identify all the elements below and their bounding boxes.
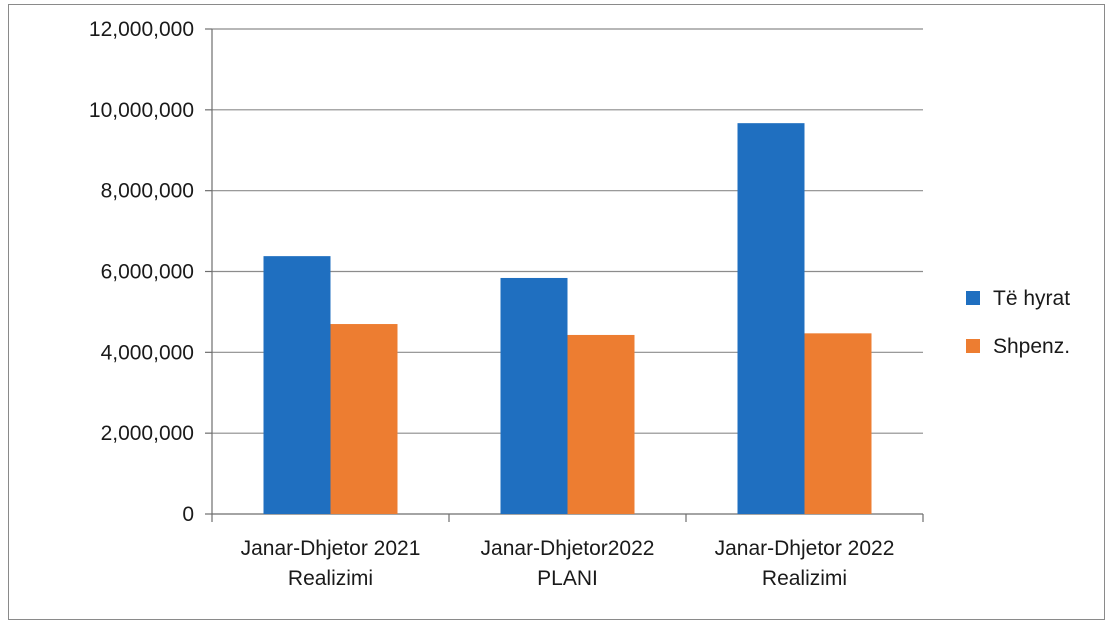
x-category-label: Realizimi — [288, 567, 373, 590]
bar-shpenz — [567, 334, 635, 514]
x-category-label: Realizimi — [762, 567, 847, 590]
legend-swatch — [966, 339, 980, 353]
x-category-label: Janar-Dhjetor2022 — [481, 537, 655, 560]
legend-label: Të hyrat — [993, 287, 1070, 310]
x-category-labels: Janar-Dhjetor 2021 Realizimi Janar-Dhjetor… — [241, 537, 895, 590]
y-tick-label: 6,000,000 — [101, 261, 194, 284]
chart-frame: 0 2,000,000 4,000,000 6,000,000 8,000,000 10,… — [8, 4, 1105, 620]
legend: Të hyrat Shpenz. — [966, 287, 1070, 358]
bar-te-hyrat — [737, 123, 805, 514]
legend-swatch — [966, 291, 980, 305]
y-tick-label: 4,000,000 — [101, 341, 194, 364]
y-tick-label: 8,000,000 — [101, 180, 194, 203]
bar-shpenz — [804, 333, 872, 514]
y-tick-label: 10,000,000 — [89, 99, 194, 122]
legend-label: Shpenz. — [993, 335, 1070, 358]
x-category-label: Janar-Dhjetor 2022 — [715, 537, 895, 560]
y-tick-labels: 0 2,000,000 4,000,000 6,000,000 8,000,000 10,… — [89, 18, 194, 526]
bar-chart: 0 2,000,000 4,000,000 6,000,000 8,000,000 10,… — [89, 18, 1070, 590]
bars — [263, 123, 872, 514]
bar-shpenz — [330, 324, 398, 514]
bar-te-hyrat — [500, 277, 568, 514]
y-tick-label: 12,000,000 — [89, 18, 194, 41]
y-tick-label: 0 — [182, 503, 194, 526]
x-category-label: Janar-Dhjetor 2021 — [241, 537, 421, 560]
y-tick-label: 2,000,000 — [101, 422, 194, 445]
x-category-label: PLANI — [537, 567, 598, 590]
bar-te-hyrat — [263, 256, 331, 514]
